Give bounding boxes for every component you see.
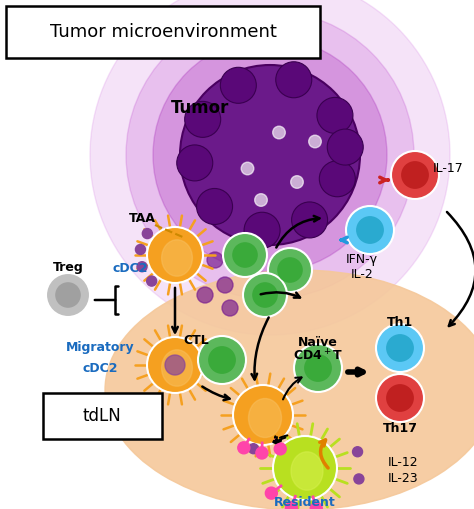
Circle shape — [265, 487, 277, 499]
Circle shape — [244, 212, 280, 248]
Circle shape — [391, 151, 439, 199]
Circle shape — [180, 65, 360, 245]
Ellipse shape — [162, 240, 192, 276]
Circle shape — [346, 206, 394, 254]
Circle shape — [153, 38, 387, 272]
Circle shape — [177, 145, 213, 181]
Circle shape — [292, 202, 328, 238]
Circle shape — [376, 374, 424, 422]
Circle shape — [310, 502, 322, 509]
Text: tdLN: tdLN — [82, 407, 121, 425]
Circle shape — [233, 385, 293, 445]
Circle shape — [209, 347, 235, 373]
Circle shape — [354, 474, 364, 484]
Ellipse shape — [105, 270, 474, 509]
FancyBboxPatch shape — [6, 6, 320, 58]
Circle shape — [273, 436, 337, 500]
Text: Migratory: Migratory — [66, 342, 134, 354]
Circle shape — [268, 248, 312, 292]
Circle shape — [126, 11, 414, 299]
Circle shape — [147, 227, 203, 283]
Text: Treg: Treg — [53, 262, 83, 274]
Circle shape — [274, 443, 286, 455]
Circle shape — [273, 126, 285, 139]
Circle shape — [217, 277, 233, 293]
Circle shape — [241, 162, 254, 175]
Text: IL-17: IL-17 — [433, 161, 464, 175]
Circle shape — [387, 335, 413, 361]
Text: IL-23: IL-23 — [388, 471, 419, 485]
Circle shape — [238, 442, 250, 454]
Circle shape — [353, 447, 363, 457]
Circle shape — [90, 0, 450, 335]
Circle shape — [294, 344, 342, 392]
Text: Th17: Th17 — [383, 421, 418, 435]
Text: Resident: Resident — [274, 495, 336, 508]
Circle shape — [165, 355, 185, 375]
Circle shape — [147, 337, 203, 393]
FancyBboxPatch shape — [43, 393, 162, 439]
Circle shape — [46, 273, 90, 317]
Circle shape — [319, 161, 356, 197]
Circle shape — [198, 336, 246, 384]
Circle shape — [256, 447, 268, 459]
Circle shape — [255, 194, 267, 206]
Circle shape — [305, 355, 331, 381]
Text: Th1: Th1 — [387, 316, 413, 328]
Circle shape — [243, 273, 287, 317]
Circle shape — [207, 252, 223, 268]
Circle shape — [309, 135, 321, 148]
Text: Tumor: Tumor — [171, 99, 229, 117]
Ellipse shape — [162, 350, 192, 386]
Text: IL-2: IL-2 — [351, 269, 374, 281]
Circle shape — [317, 97, 353, 133]
Circle shape — [136, 244, 146, 254]
Circle shape — [197, 287, 213, 303]
Circle shape — [376, 324, 424, 372]
Text: Naïve: Naïve — [298, 336, 338, 350]
Circle shape — [220, 67, 256, 103]
Text: Tumor microenvironment: Tumor microenvironment — [50, 23, 276, 41]
Circle shape — [185, 101, 221, 137]
Text: TAA: TAA — [128, 212, 155, 224]
Text: cDC2: cDC2 — [82, 361, 118, 375]
Circle shape — [197, 188, 233, 224]
Circle shape — [291, 176, 303, 188]
Circle shape — [327, 129, 363, 165]
Circle shape — [285, 502, 297, 509]
Circle shape — [357, 217, 383, 243]
Circle shape — [253, 283, 277, 307]
Circle shape — [222, 300, 238, 316]
Circle shape — [56, 283, 80, 307]
Circle shape — [146, 276, 157, 286]
Circle shape — [233, 243, 257, 267]
Text: IL-12: IL-12 — [388, 456, 419, 468]
Text: IFN-γ: IFN-γ — [346, 253, 378, 267]
Circle shape — [223, 233, 267, 277]
Text: cDC2: cDC2 — [112, 262, 148, 274]
Circle shape — [248, 444, 258, 454]
Circle shape — [387, 385, 413, 411]
Circle shape — [137, 262, 147, 272]
Circle shape — [278, 258, 302, 282]
Ellipse shape — [248, 399, 282, 438]
Text: CD4$^+$T: CD4$^+$T — [293, 348, 343, 363]
Circle shape — [402, 162, 428, 188]
Text: CTL: CTL — [183, 333, 209, 347]
Circle shape — [276, 62, 312, 98]
Circle shape — [142, 229, 152, 239]
Ellipse shape — [291, 452, 323, 490]
